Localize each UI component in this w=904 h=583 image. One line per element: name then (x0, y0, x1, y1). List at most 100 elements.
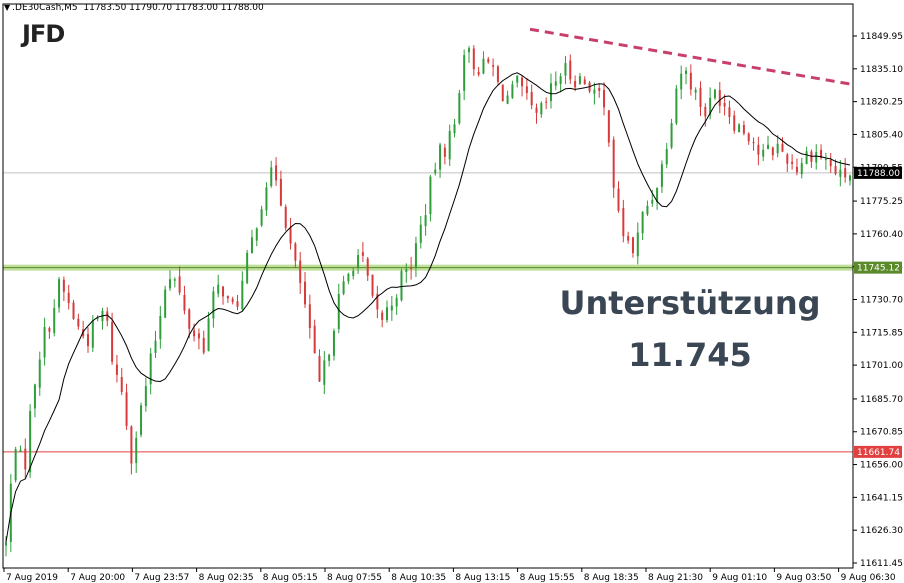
candle-body (231, 298, 234, 303)
candle-body (549, 83, 552, 102)
candle-body (487, 59, 490, 63)
candle-body (752, 142, 755, 144)
candle-body (622, 207, 625, 237)
candle-body (164, 289, 167, 318)
candle-body (284, 206, 287, 228)
candle-body (800, 163, 803, 175)
candle-body (718, 90, 721, 106)
candle-body (424, 215, 427, 227)
candle-body (559, 76, 562, 84)
candle-body (564, 63, 567, 76)
y-tick-label: 11805.40 (860, 130, 903, 140)
candle-body (540, 103, 543, 115)
candle-body (241, 280, 244, 310)
x-tick-label: 7 Aug 2019 (6, 573, 58, 583)
candle-body (38, 359, 41, 388)
candle-body (294, 243, 297, 261)
annotation-support-value: 11.745 (628, 336, 752, 374)
candle-body (72, 302, 75, 319)
candle-body (617, 188, 620, 211)
candle-body (313, 325, 316, 354)
candle-body (115, 364, 118, 375)
candle-body (410, 267, 413, 269)
y-tick-label: 11685.70 (860, 395, 903, 405)
candle-body (767, 144, 770, 149)
support-price-tag: 11745.12 (857, 264, 900, 274)
candle-body (448, 130, 451, 160)
candle-body (328, 354, 331, 361)
candle-body (742, 125, 745, 134)
candle-body (685, 70, 688, 74)
candle-body (521, 77, 524, 87)
candle-body (106, 311, 109, 321)
candle-body (472, 48, 475, 70)
x-tick-label: 9 Aug 01:10 (712, 573, 767, 583)
candle-body (453, 124, 456, 134)
candle-body (33, 384, 36, 409)
plot-frame (2, 3, 854, 569)
candle-body (829, 159, 832, 167)
candle-body (29, 411, 32, 473)
candle-body (511, 84, 514, 98)
candle-body (260, 209, 263, 226)
candle-body (757, 144, 760, 155)
candle-body (439, 144, 442, 170)
candle-body (77, 318, 80, 327)
candle-body (96, 317, 99, 320)
candle-body (135, 437, 138, 464)
candle-body (67, 292, 70, 304)
candle-body (607, 110, 610, 143)
candle-body (429, 176, 432, 215)
candle-body (308, 304, 311, 329)
candle-body (665, 149, 668, 165)
candle-body (159, 315, 162, 340)
candle-body (58, 279, 61, 308)
candle-body (733, 115, 736, 131)
candle-body (140, 405, 143, 435)
dropdown-triangle-icon[interactable]: ▼ (4, 3, 11, 12)
candle-body (689, 72, 692, 90)
candle-body (178, 276, 181, 293)
candle-body (376, 293, 379, 310)
candle-body (371, 274, 374, 296)
candle-body (651, 200, 654, 204)
y-tick-label: 11611.45 (860, 559, 903, 569)
candle-body (86, 334, 89, 347)
candle-body (207, 318, 210, 351)
candle-body (824, 159, 827, 161)
candle-body (173, 279, 176, 281)
candle-body (419, 224, 422, 243)
candle-body (603, 89, 606, 108)
candle-body (762, 149, 765, 157)
candle-body (781, 143, 784, 152)
candle-body (834, 166, 837, 174)
candle-body (496, 66, 499, 82)
candle-body (670, 123, 673, 148)
candle-body (275, 165, 278, 181)
candle-body (631, 237, 634, 254)
candle-body (400, 270, 403, 301)
candle-body (414, 243, 417, 268)
candle-body (805, 151, 808, 165)
candle-body (270, 167, 273, 186)
jfd-logo: JFD (22, 20, 65, 48)
candle-body (342, 281, 345, 294)
candle-body (265, 187, 268, 211)
current-price-tag: 11788.00 (857, 169, 900, 179)
candle-body (381, 312, 384, 320)
candle-body (434, 169, 437, 174)
y-tick-label: 11730.70 (860, 296, 903, 306)
candle-body (19, 449, 22, 453)
candle-body (574, 81, 577, 88)
candle-body (197, 333, 200, 339)
y-tick-label: 11641.15 (860, 493, 903, 503)
candle-body (212, 291, 215, 319)
candle-body (728, 107, 731, 118)
candle-body (849, 175, 851, 181)
candle-body (250, 237, 253, 254)
candle-body (477, 71, 480, 75)
y-tick-label: 11849.95 (860, 32, 903, 42)
candle-body (357, 255, 360, 268)
x-tick-label: 8 Aug 07:55 (327, 573, 382, 583)
